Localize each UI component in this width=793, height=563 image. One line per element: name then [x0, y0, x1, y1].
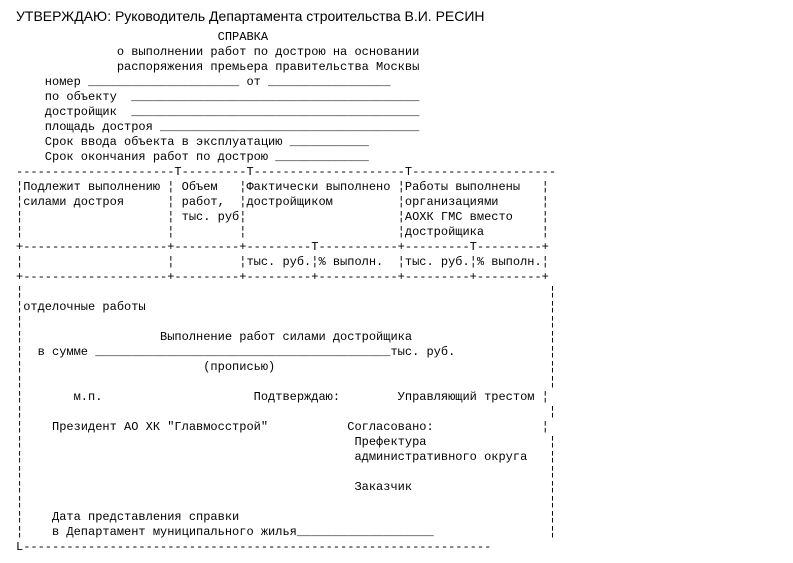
- approval-heading: УТВЕРЖДАЮ: Руководитель Департамента стр…: [16, 8, 777, 26]
- document-body: СПРАВКА о выполнении работ по дострою на…: [16, 30, 777, 555]
